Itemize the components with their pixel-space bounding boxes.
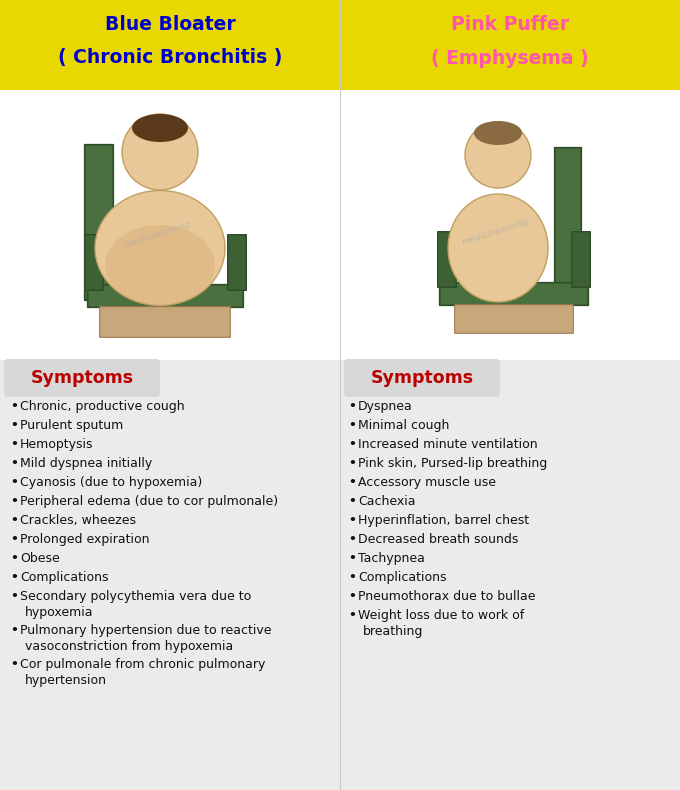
Text: •: •	[10, 571, 18, 584]
Text: Cachexia: Cachexia	[358, 495, 415, 508]
FancyBboxPatch shape	[0, 360, 680, 790]
FancyBboxPatch shape	[0, 0, 680, 90]
Text: •: •	[348, 419, 356, 432]
Text: Crackles, wheezes: Crackles, wheezes	[20, 514, 136, 527]
FancyBboxPatch shape	[455, 305, 573, 333]
Text: •: •	[10, 658, 18, 671]
Text: ( Chronic Bronchitis ): ( Chronic Bronchitis )	[58, 48, 282, 67]
FancyBboxPatch shape	[572, 231, 590, 288]
Text: hypoxemia: hypoxemia	[25, 606, 94, 619]
Text: Pink Puffer: Pink Puffer	[451, 14, 569, 33]
Text: •: •	[348, 400, 356, 413]
Text: Chronic, productive cough: Chronic, productive cough	[20, 400, 185, 413]
Text: •: •	[10, 590, 18, 603]
Text: Weight loss due to work of: Weight loss due to work of	[358, 609, 524, 622]
Text: Complications: Complications	[358, 571, 447, 584]
Text: Accessory muscle use: Accessory muscle use	[358, 476, 496, 489]
Text: •: •	[348, 552, 356, 565]
Text: medicolearning: medicolearning	[461, 217, 530, 247]
FancyBboxPatch shape	[440, 283, 588, 305]
Text: hypertension: hypertension	[25, 674, 107, 687]
Text: •: •	[10, 552, 18, 565]
FancyBboxPatch shape	[0, 90, 680, 360]
Text: •: •	[348, 533, 356, 546]
Text: Complications: Complications	[20, 571, 109, 584]
Text: Blue Bloater: Blue Bloater	[105, 14, 235, 33]
Text: Hemoptysis: Hemoptysis	[20, 438, 94, 451]
Ellipse shape	[132, 114, 188, 142]
Text: Pink skin, Pursed-lip breathing: Pink skin, Pursed-lip breathing	[358, 457, 547, 470]
Text: Dyspnea: Dyspnea	[358, 400, 413, 413]
FancyBboxPatch shape	[100, 307, 231, 337]
Text: •: •	[348, 457, 356, 470]
Text: •: •	[348, 495, 356, 508]
Text: •: •	[10, 533, 18, 546]
Text: Cor pulmonale from chronic pulmonary: Cor pulmonale from chronic pulmonary	[20, 658, 265, 671]
Text: ( Emphysema ): ( Emphysema )	[431, 48, 589, 67]
Text: •: •	[348, 476, 356, 489]
Ellipse shape	[474, 121, 522, 145]
FancyBboxPatch shape	[344, 359, 500, 397]
Text: Hyperinflation, barrel chest: Hyperinflation, barrel chest	[358, 514, 529, 527]
Text: Cyanosis (due to hypoxemia): Cyanosis (due to hypoxemia)	[20, 476, 202, 489]
Text: vasoconstriction from hypoxemia: vasoconstriction from hypoxemia	[25, 640, 233, 653]
Text: •: •	[10, 438, 18, 451]
Text: Minimal cough: Minimal cough	[358, 419, 449, 432]
Text: Tachypnea: Tachypnea	[358, 552, 425, 565]
Text: medicolearning: medicolearning	[123, 220, 192, 250]
Text: Pulmonary hypertension due to reactive: Pulmonary hypertension due to reactive	[20, 624, 271, 637]
FancyBboxPatch shape	[85, 235, 103, 290]
Text: Symptoms: Symptoms	[31, 369, 133, 387]
FancyBboxPatch shape	[555, 148, 581, 296]
Circle shape	[122, 114, 198, 190]
Text: Mild dyspnea initially: Mild dyspnea initially	[20, 457, 152, 470]
Text: •: •	[10, 457, 18, 470]
Text: •: •	[10, 476, 18, 489]
Text: Symptoms: Symptoms	[371, 369, 473, 387]
Text: Obese: Obese	[20, 552, 60, 565]
FancyBboxPatch shape	[4, 359, 160, 397]
Text: •: •	[348, 590, 356, 603]
Text: •: •	[10, 400, 18, 413]
FancyBboxPatch shape	[438, 231, 456, 288]
Circle shape	[465, 122, 531, 188]
Text: Secondary polycythemia vera due to: Secondary polycythemia vera due to	[20, 590, 251, 603]
Ellipse shape	[105, 225, 215, 305]
Text: Decreased breath sounds: Decreased breath sounds	[358, 533, 518, 546]
Ellipse shape	[448, 194, 548, 302]
Text: •: •	[348, 609, 356, 622]
Text: •: •	[348, 514, 356, 527]
Text: •: •	[10, 624, 18, 637]
Text: breathing: breathing	[363, 625, 424, 638]
Text: Purulent sputum: Purulent sputum	[20, 419, 123, 432]
Text: •: •	[348, 438, 356, 451]
Text: •: •	[10, 495, 18, 508]
Text: Peripheral edema (due to cor pulmonale): Peripheral edema (due to cor pulmonale)	[20, 495, 278, 508]
Text: Prolonged expiration: Prolonged expiration	[20, 533, 150, 546]
Text: •: •	[348, 571, 356, 584]
Text: Pneumothorax due to bullae: Pneumothorax due to bullae	[358, 590, 536, 603]
Text: Increased minute ventilation: Increased minute ventilation	[358, 438, 538, 451]
Text: •: •	[10, 419, 18, 432]
Text: •: •	[10, 514, 18, 527]
Ellipse shape	[95, 190, 225, 306]
FancyBboxPatch shape	[88, 284, 243, 307]
FancyBboxPatch shape	[228, 235, 246, 290]
FancyBboxPatch shape	[85, 145, 114, 300]
